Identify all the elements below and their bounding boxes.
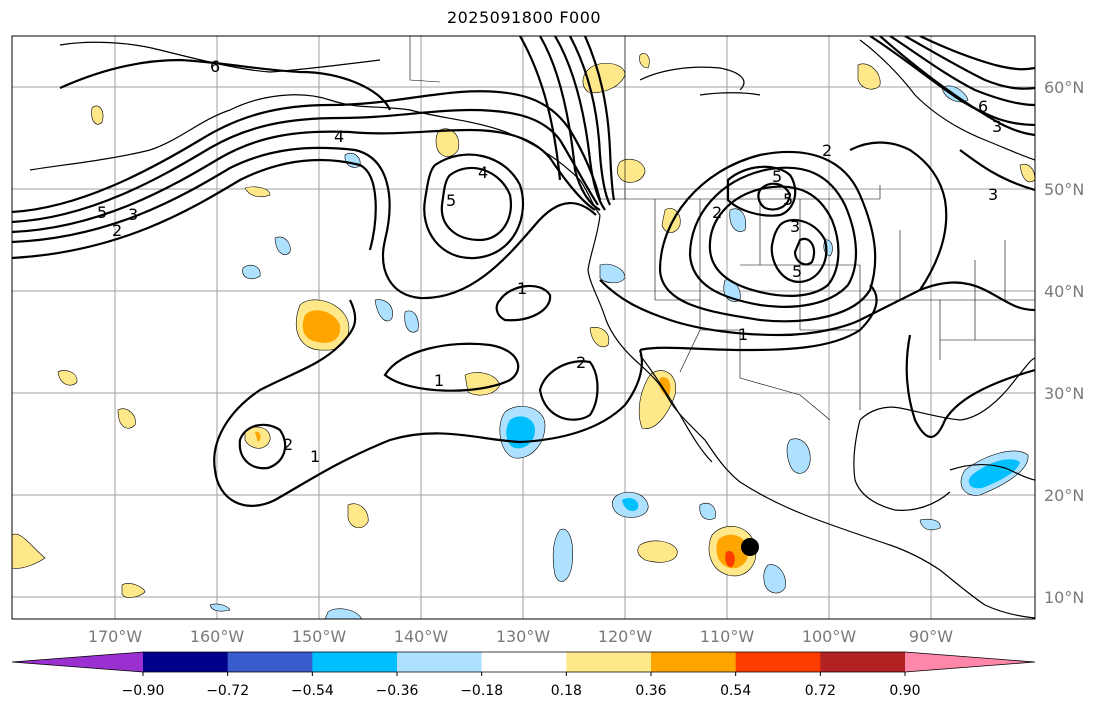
- shaded-anomalies: [12, 53, 1035, 619]
- colorbar-tick-label: −0.90: [122, 683, 165, 699]
- colorbar-segment: [227, 652, 313, 672]
- colorbar-segment: [481, 652, 567, 672]
- contour-label: 5: [97, 203, 107, 222]
- colorbar: −0.90 −0.72 −0.54 −0.36 −0.18 0.18 0.36 0.54 0.7…: [11, 651, 1036, 699]
- contour-label: 2: [822, 141, 832, 160]
- lat-label: 30°N: [1044, 384, 1084, 403]
- map-title: 2025091800 F000: [446, 8, 602, 27]
- colorbar-tick-label: −0.18: [460, 683, 503, 699]
- colorbar-tick-label: 0.54: [720, 683, 751, 699]
- lon-label: 100°W: [802, 627, 857, 646]
- colorbar-segment: [312, 652, 398, 672]
- colorbar-segment: [397, 652, 483, 672]
- contour-label: 5: [446, 191, 456, 210]
- colorbar-tick-label: 0.18: [551, 683, 582, 699]
- lon-label: 150°W: [292, 627, 347, 646]
- lat-label: 50°N: [1044, 180, 1084, 199]
- contour-label: 2: [576, 353, 586, 372]
- colorbar-segment: [651, 652, 737, 672]
- contour-label: 3: [128, 205, 138, 224]
- colorbar-tick-label: −0.54: [291, 683, 334, 699]
- contour-label: 1: [310, 447, 320, 466]
- contour-label: 5: [772, 167, 782, 186]
- lon-label: 130°W: [496, 627, 551, 646]
- colorbar-segment: [143, 652, 229, 672]
- longitude-labels: 170°W 160°W 150°W 140°W 130°W 120°W 110°…: [88, 627, 953, 646]
- contour-label: 3: [988, 185, 998, 204]
- colorbar-extend-high: [905, 652, 1035, 672]
- colorbar-tick-label: 0.90: [889, 683, 920, 699]
- contour-label: 2: [112, 221, 122, 240]
- contour-label: 4: [478, 163, 488, 182]
- contour-labels: 6 5 3 2 4 4 5 1 1 2 2 1 5 5 2 3 2 5 1 6 …: [97, 57, 1002, 466]
- colorbar-tick-label: 0.72: [805, 683, 836, 699]
- lat-label: 60°N: [1044, 78, 1084, 97]
- colorbar-tick-label: −0.72: [206, 683, 249, 699]
- lat-label: 40°N: [1044, 282, 1084, 301]
- lon-label: 120°W: [598, 627, 653, 646]
- lat-label: 10°N: [1044, 588, 1084, 607]
- colorbar-tick-label: −0.36: [376, 683, 419, 699]
- contour-label: 1: [434, 371, 444, 390]
- colorbar-segment: [735, 652, 821, 672]
- contour-label: 1: [738, 325, 748, 344]
- colorbar-segment: [820, 652, 906, 672]
- colorbar-extend-low: [12, 652, 143, 672]
- lon-label: 140°W: [394, 627, 449, 646]
- lon-label: 110°W: [700, 627, 755, 646]
- lon-label: 170°W: [88, 627, 143, 646]
- map-border: [11, 35, 1036, 620]
- contour-label: 3: [992, 117, 1002, 136]
- contour-lines: [12, 36, 1035, 507]
- contour-label: 3: [790, 217, 800, 236]
- contour-label: 5: [783, 190, 793, 209]
- colorbar-tick-label: 0.36: [635, 683, 666, 699]
- contour-label: 4: [334, 127, 344, 146]
- storm-center-marker: [741, 538, 759, 556]
- contour-label: 2: [712, 203, 722, 222]
- latitude-labels: 60°N 50°N 40°N 30°N 20°N 10°N: [1044, 78, 1084, 607]
- contour-label: 1: [517, 279, 527, 298]
- lon-label: 90°W: [909, 627, 953, 646]
- contour-label: 6: [210, 57, 220, 76]
- lon-label: 160°W: [190, 627, 245, 646]
- contour-label: 6: [978, 97, 988, 116]
- contour-label: 2: [283, 435, 293, 454]
- lat-label: 20°N: [1044, 486, 1084, 505]
- colorbar-segment: [566, 652, 652, 672]
- contour-label: 5: [792, 262, 802, 281]
